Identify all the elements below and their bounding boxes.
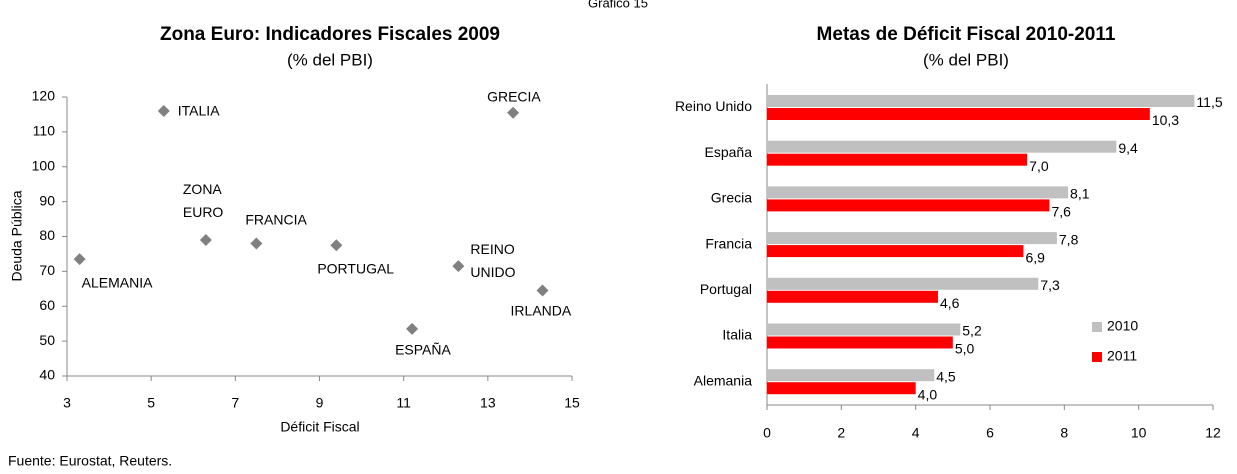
- y-tick-label: Alemania: [694, 372, 753, 388]
- x-tick-label: 5: [147, 395, 155, 411]
- point-label: ESPAÑA: [395, 341, 451, 358]
- bar-label: 4,6: [940, 295, 960, 311]
- bar-label: 10,3: [1152, 112, 1179, 128]
- point: [73, 253, 86, 266]
- y-tick-label: 110: [33, 123, 56, 139]
- bar-label: 6,9: [1025, 249, 1045, 265]
- bar-label: 8,1: [1070, 186, 1090, 202]
- x-tick-label: 8: [1060, 425, 1068, 441]
- x-tick-label: 13: [480, 395, 496, 411]
- chart-title: Zona Euro: Indicadores Fiscales 2009: [160, 24, 500, 45]
- y-tick-label: 40: [39, 367, 55, 383]
- point: [199, 233, 212, 246]
- point: [507, 106, 520, 119]
- bar: [767, 323, 961, 336]
- y-tick-label: 60: [39, 297, 55, 313]
- y-tick-label: 90: [39, 192, 55, 208]
- legend-label: 2010: [1107, 318, 1138, 334]
- bar-label: 5,2: [962, 323, 982, 339]
- point: [536, 284, 549, 297]
- x-tick-label: 2: [837, 425, 845, 441]
- bar-label: 9,4: [1118, 140, 1138, 156]
- point: [452, 260, 465, 273]
- y-tick-label: 120: [32, 88, 56, 104]
- chart-title: Metas de Déficit Fiscal 2010-2011: [817, 24, 1116, 45]
- bar: [767, 199, 1050, 212]
- y-tick-label: Francia: [705, 235, 752, 251]
- source: Fuente: Eurostat, Reuters.: [8, 453, 172, 469]
- header: Gráfico 15: [588, 0, 648, 10]
- x-tick-label: 7: [231, 395, 239, 411]
- point-label: GRECIA: [487, 88, 541, 105]
- y-axis-title: Deuda Pública: [9, 190, 25, 281]
- point-label: ZONA EURO: [182, 180, 224, 220]
- y-tick-label: 70: [39, 262, 55, 278]
- x-tick-label: 3: [63, 395, 71, 411]
- x-tick-label: 11: [396, 395, 411, 411]
- point: [250, 237, 263, 250]
- y-tick-label: 100: [32, 157, 56, 173]
- bar-label: 7,3: [1040, 277, 1060, 293]
- bar-label: 7,6: [1051, 204, 1071, 220]
- y-tick-label: Portugal: [700, 281, 752, 297]
- bar-label: 5,0: [955, 341, 975, 357]
- point-label: ALEMANIA: [81, 274, 153, 291]
- bar-label: 7,0: [1029, 158, 1049, 174]
- point: [330, 239, 343, 252]
- legend-swatch: [1092, 352, 1102, 362]
- x-tick-label: 15: [564, 395, 580, 411]
- bar-label: 11,5: [1196, 94, 1222, 110]
- bar-label: 7,8: [1059, 231, 1079, 247]
- chart-subtitle: (% del PBI): [923, 50, 1009, 69]
- legend-label: 2011: [1107, 348, 1137, 364]
- bar: [767, 336, 953, 349]
- bar: [767, 277, 1039, 290]
- bar-label: 4,5: [936, 368, 956, 384]
- point-label: ITALIA: [177, 102, 220, 119]
- bar: [767, 95, 1195, 107]
- chart-subtitle: (% del PBI): [287, 50, 373, 69]
- legend-swatch: [1092, 322, 1102, 332]
- x-tick-label: 12: [1205, 425, 1221, 441]
- y-tick-label: Grecia: [711, 190, 752, 206]
- bar: [767, 290, 938, 303]
- y-tick-label: España: [705, 144, 753, 160]
- y-tick-label: Reino Unido: [675, 98, 752, 114]
- x-axis-title: Déficit Fiscal: [280, 419, 359, 435]
- y-tick-label: Italia: [722, 327, 752, 343]
- x-tick-label: 6: [986, 425, 994, 441]
- bar-label: 4,0: [918, 386, 938, 402]
- y-tick-label: 50: [39, 332, 55, 348]
- point: [406, 322, 419, 335]
- point-label: PORTUGAL: [317, 260, 395, 277]
- point-label: REINO UNIDO: [470, 241, 516, 281]
- x-tick-label: 0: [763, 425, 771, 441]
- x-tick-label: 9: [316, 395, 324, 411]
- y-tick-label: 80: [39, 227, 55, 243]
- bar: [767, 186, 1069, 199]
- bar: [767, 153, 1028, 166]
- point-label: IRLANDA: [510, 302, 572, 319]
- bar: [767, 369, 935, 382]
- x-tick-label: 10: [1131, 425, 1147, 441]
- bar: [767, 245, 1024, 258]
- bar: [767, 382, 916, 395]
- point-label: FRANCIA: [245, 211, 307, 228]
- bar: [767, 232, 1057, 245]
- point: [157, 104, 170, 117]
- bar: [767, 108, 1150, 120]
- x-tick-label: 4: [912, 425, 920, 441]
- bar: [767, 140, 1117, 153]
